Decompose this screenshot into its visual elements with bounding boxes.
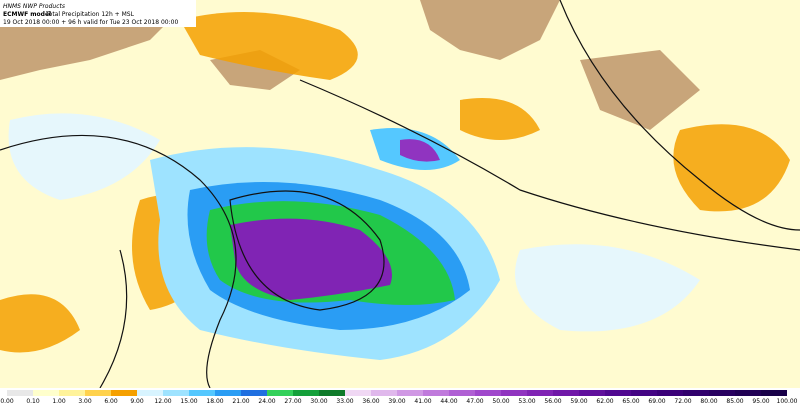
colorbar-swatch (605, 390, 631, 396)
colorbar-label: 62.00 (596, 398, 613, 405)
colorbar-swatch (241, 390, 267, 396)
header-background (0, 0, 196, 27)
colorbar-swatch (267, 390, 293, 396)
colorbar-swatch (657, 390, 683, 396)
colorbar-label: 6.00 (104, 398, 118, 405)
colorbar-label: 36.00 (362, 398, 379, 405)
colorbar-swatch (189, 390, 215, 396)
colorbar-swatch (683, 390, 709, 396)
colorbar-label: 24.00 (258, 398, 275, 405)
colorbar-swatch (553, 390, 579, 396)
colorbar-swatch (33, 390, 59, 396)
colorbar-swatch (59, 390, 85, 396)
colorbar-swatch (527, 390, 553, 396)
colorbar-label: 18.00 (206, 398, 223, 405)
precip-purple (230, 218, 392, 300)
colorbar: 0.00 0.10 1.00 3.00 6.00 9.00 12.00 15.00 18.00 2… (0, 390, 798, 405)
precip-orange (0, 12, 790, 353)
sea-light (8, 113, 700, 332)
source-label: HNMS NWP Products (3, 3, 65, 10)
colorbar-swatch (761, 390, 787, 396)
colorbar-label: 41.00 (414, 398, 431, 405)
colorbar-label: 85.00 (726, 398, 743, 405)
colorbar-swatch (397, 390, 423, 396)
colorbar-swatch (371, 390, 397, 396)
product-label: Total Precipitation 12h + MSL (45, 11, 135, 18)
colorbar-label: 0.10 (26, 398, 40, 405)
colorbar-swatch (111, 390, 137, 396)
colorbar-swatch (345, 390, 371, 396)
colorbar-swatch (319, 390, 345, 396)
colorbar-label: 56.00 (544, 398, 561, 405)
colorbar-label: 72.00 (674, 398, 691, 405)
colorbar-label: 39.00 (388, 398, 405, 405)
valid-label: 19 Oct 2018 00:00 + 96 h valid for Tue 2… (3, 19, 178, 26)
colorbar-swatch (293, 390, 319, 396)
colorbar-swatch (423, 390, 449, 396)
colorbar-label: 100.00 (777, 398, 798, 405)
colorbar-label: 0.00 (0, 398, 14, 405)
colorbar-swatch (709, 390, 735, 396)
colorbar-label: 15.00 (180, 398, 197, 405)
colorbar-label: 33.00 (336, 398, 353, 405)
colorbar-label: 80.00 (700, 398, 717, 405)
colorbar-swatch (449, 390, 475, 396)
colorbar-label: 50.00 (492, 398, 509, 405)
colorbar-label: 47.00 (466, 398, 483, 405)
colorbar-label: 65.00 (622, 398, 639, 405)
colorbar-swatch (501, 390, 527, 396)
colorbar-label: 95.00 (752, 398, 769, 405)
colorbar-label: 53.00 (518, 398, 535, 405)
colorbar-label: 59.00 (570, 398, 587, 405)
colorbar-swatch (7, 390, 33, 396)
colorbar-swatch (735, 390, 761, 396)
colorbar-label: 12.00 (154, 398, 171, 405)
colorbar-label: 1.00 (52, 398, 66, 405)
model-label: ECMWF model (3, 11, 51, 18)
header-box: HNMS NWP Products ECMWF model Total Prec… (0, 0, 196, 27)
colorbar-swatch (85, 390, 111, 396)
colorbar-swatch (215, 390, 241, 396)
colorbar-label: 9.00 (130, 398, 144, 405)
colorbar-swatch (579, 390, 605, 396)
colorbar-label: 69.00 (648, 398, 665, 405)
colorbar-label: 21.00 (232, 398, 249, 405)
colorbar-swatch (137, 390, 163, 396)
isobars (0, 0, 800, 389)
colorbar-label: 30.00 (310, 398, 327, 405)
colorbar-label: 3.00 (78, 398, 92, 405)
precip-purple-small (400, 139, 440, 162)
colorbar-label: 44.00 (440, 398, 457, 405)
colorbar-swatch (163, 390, 189, 396)
colorbar-swatch (631, 390, 657, 396)
colorbar-label: 27.00 (284, 398, 301, 405)
colorbar-swatch (475, 390, 501, 396)
